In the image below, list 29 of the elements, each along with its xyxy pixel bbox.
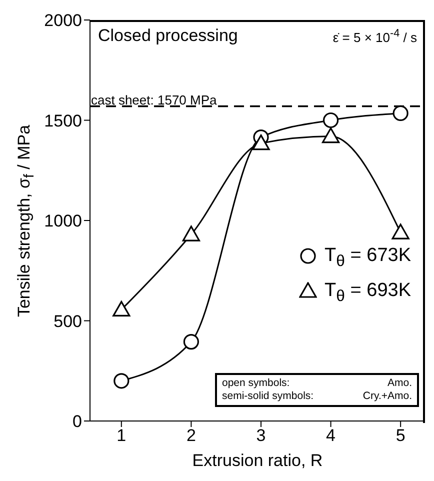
legend-label: T$_{θ}$ = 673K <box>324 244 411 270</box>
x-tick-label: 3 <box>256 426 266 446</box>
annotation: open symbols: <box>222 377 290 390</box>
y-tick-label: 1000 <box>44 212 82 231</box>
y-tick-label: 0 <box>72 412 82 432</box>
annotation: ε̇ = 5 × 10$^{-4}$ / s <box>332 28 417 46</box>
x-tick-label: 1 <box>116 426 126 446</box>
ref-line-label: cast sheet: 1570 MPa <box>91 92 218 108</box>
y-tick-label: 1500 <box>44 111 82 130</box>
x-tick-label: 5 <box>396 426 406 446</box>
x-tick-label: 2 <box>186 426 196 446</box>
point <box>252 134 270 150</box>
annotation: Closed processing <box>98 26 238 45</box>
point <box>182 226 200 242</box>
legend-label: T$_{θ}$ = 693K <box>324 280 411 306</box>
point <box>392 224 410 240</box>
annotation: Amo. <box>387 377 412 390</box>
x-tick-label: 4 <box>326 426 336 446</box>
point <box>322 127 340 144</box>
point <box>322 112 339 128</box>
annotation: semi-solid symbols: <box>222 390 314 403</box>
point <box>183 334 199 350</box>
y-tick-label: 2000 <box>44 11 82 30</box>
annotation: Cry.+Amo. <box>362 390 412 403</box>
x-axis-title: Extrusion ratio, R <box>192 451 323 470</box>
y-tick-label: 500 <box>54 312 82 331</box>
point <box>112 300 130 317</box>
point <box>392 105 408 122</box>
point <box>114 373 130 389</box>
